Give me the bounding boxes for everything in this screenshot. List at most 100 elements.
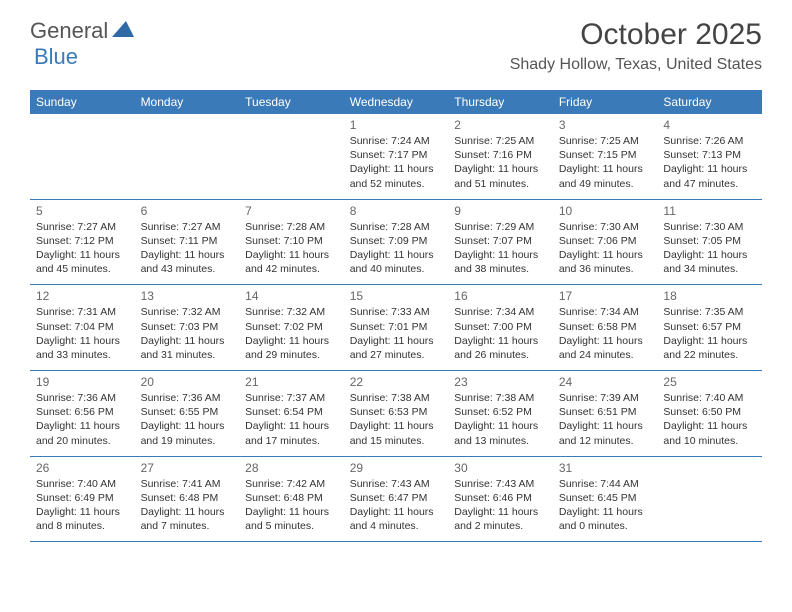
daylight-line: and 24 minutes.	[559, 348, 652, 362]
sunrise-line: Sunrise: 7:43 AM	[350, 477, 443, 491]
daylight-line: and 12 minutes.	[559, 434, 652, 448]
daylight-line: and 13 minutes.	[454, 434, 547, 448]
daylight-line: Daylight: 11 hours	[454, 334, 547, 348]
day-number: 18	[663, 289, 756, 303]
logo-text-general: General	[30, 18, 108, 44]
daylight-line: and 42 minutes.	[245, 262, 338, 276]
daylight-line: and 26 minutes.	[454, 348, 547, 362]
daylight-line: Daylight: 11 hours	[454, 162, 547, 176]
day-cell: 2Sunrise: 7:25 AMSunset: 7:16 PMDaylight…	[448, 114, 553, 199]
sunset-line: Sunset: 6:49 PM	[36, 491, 129, 505]
day-number: 17	[559, 289, 652, 303]
sunset-line: Sunset: 6:56 PM	[36, 405, 129, 419]
sunrise-line: Sunrise: 7:42 AM	[245, 477, 338, 491]
sunrise-line: Sunrise: 7:43 AM	[454, 477, 547, 491]
sunrise-line: Sunrise: 7:26 AM	[663, 134, 756, 148]
day-number: 7	[245, 204, 338, 218]
day-number: 30	[454, 461, 547, 475]
day-cell: 16Sunrise: 7:34 AMSunset: 7:00 PMDayligh…	[448, 285, 553, 370]
daylight-line: Daylight: 11 hours	[454, 248, 547, 262]
sunset-line: Sunset: 6:54 PM	[245, 405, 338, 419]
sunrise-line: Sunrise: 7:28 AM	[350, 220, 443, 234]
day-number: 16	[454, 289, 547, 303]
daylight-line: and 29 minutes.	[245, 348, 338, 362]
day-cell: 18Sunrise: 7:35 AMSunset: 6:57 PMDayligh…	[657, 285, 762, 370]
logo: General	[30, 18, 136, 44]
sunset-line: Sunset: 6:50 PM	[663, 405, 756, 419]
sunset-line: Sunset: 7:02 PM	[245, 320, 338, 334]
sunset-line: Sunset: 7:06 PM	[559, 234, 652, 248]
week-row: 5Sunrise: 7:27 AMSunset: 7:12 PMDaylight…	[30, 200, 762, 286]
daylight-line: Daylight: 11 hours	[36, 505, 129, 519]
title-block: October 2025 Shady Hollow, Texas, United…	[510, 18, 762, 74]
empty-cell	[239, 114, 344, 199]
sunset-line: Sunset: 6:55 PM	[141, 405, 234, 419]
daylight-line: and 52 minutes.	[350, 177, 443, 191]
daylight-line: and 10 minutes.	[663, 434, 756, 448]
week-row: 1Sunrise: 7:24 AMSunset: 7:17 PMDaylight…	[30, 114, 762, 200]
location-label: Shady Hollow, Texas, United States	[510, 56, 762, 74]
sunset-line: Sunset: 7:10 PM	[245, 234, 338, 248]
day-cell: 31Sunrise: 7:44 AMSunset: 6:45 PMDayligh…	[553, 457, 658, 542]
day-number: 5	[36, 204, 129, 218]
sunrise-line: Sunrise: 7:32 AM	[245, 305, 338, 319]
sunset-line: Sunset: 6:53 PM	[350, 405, 443, 419]
day-number: 23	[454, 375, 547, 389]
day-cell: 26Sunrise: 7:40 AMSunset: 6:49 PMDayligh…	[30, 457, 135, 542]
daylight-line: Daylight: 11 hours	[559, 248, 652, 262]
daylight-line: and 34 minutes.	[663, 262, 756, 276]
sunset-line: Sunset: 7:03 PM	[141, 320, 234, 334]
day-cell: 5Sunrise: 7:27 AMSunset: 7:12 PMDaylight…	[30, 200, 135, 285]
day-number: 15	[350, 289, 443, 303]
sunset-line: Sunset: 6:48 PM	[141, 491, 234, 505]
week-row: 26Sunrise: 7:40 AMSunset: 6:49 PMDayligh…	[30, 457, 762, 543]
day-number: 24	[559, 375, 652, 389]
sunrise-line: Sunrise: 7:30 AM	[663, 220, 756, 234]
daylight-line: Daylight: 11 hours	[663, 334, 756, 348]
day-cell: 19Sunrise: 7:36 AMSunset: 6:56 PMDayligh…	[30, 371, 135, 456]
day-number: 20	[141, 375, 234, 389]
daylight-line: Daylight: 11 hours	[663, 248, 756, 262]
sunrise-line: Sunrise: 7:38 AM	[454, 391, 547, 405]
day-number: 14	[245, 289, 338, 303]
daylight-line: Daylight: 11 hours	[245, 505, 338, 519]
daylight-line: Daylight: 11 hours	[559, 334, 652, 348]
day-cell: 21Sunrise: 7:37 AMSunset: 6:54 PMDayligh…	[239, 371, 344, 456]
sunset-line: Sunset: 7:09 PM	[350, 234, 443, 248]
daylight-line: and 36 minutes.	[559, 262, 652, 276]
daylight-line: Daylight: 11 hours	[245, 334, 338, 348]
day-cell: 10Sunrise: 7:30 AMSunset: 7:06 PMDayligh…	[553, 200, 658, 285]
daylight-line: and 5 minutes.	[245, 519, 338, 533]
sunset-line: Sunset: 7:16 PM	[454, 148, 547, 162]
day-cell: 1Sunrise: 7:24 AMSunset: 7:17 PMDaylight…	[344, 114, 449, 199]
sunset-line: Sunset: 7:07 PM	[454, 234, 547, 248]
logo-triangle-icon	[112, 21, 134, 42]
sunrise-line: Sunrise: 7:39 AM	[559, 391, 652, 405]
sunset-line: Sunset: 6:48 PM	[245, 491, 338, 505]
daylight-line: Daylight: 11 hours	[350, 419, 443, 433]
day-header-cell: Monday	[135, 90, 240, 114]
sunrise-line: Sunrise: 7:24 AM	[350, 134, 443, 148]
day-number: 27	[141, 461, 234, 475]
day-cell: 7Sunrise: 7:28 AMSunset: 7:10 PMDaylight…	[239, 200, 344, 285]
logo-blue-row: Blue	[34, 44, 78, 70]
sunset-line: Sunset: 6:57 PM	[663, 320, 756, 334]
daylight-line: Daylight: 11 hours	[559, 419, 652, 433]
sunset-line: Sunset: 7:12 PM	[36, 234, 129, 248]
daylight-line: and 51 minutes.	[454, 177, 547, 191]
day-cell: 23Sunrise: 7:38 AMSunset: 6:52 PMDayligh…	[448, 371, 553, 456]
sunrise-line: Sunrise: 7:25 AM	[559, 134, 652, 148]
sunset-line: Sunset: 7:01 PM	[350, 320, 443, 334]
daylight-line: and 31 minutes.	[141, 348, 234, 362]
day-number: 13	[141, 289, 234, 303]
daylight-line: Daylight: 11 hours	[36, 248, 129, 262]
day-cell: 27Sunrise: 7:41 AMSunset: 6:48 PMDayligh…	[135, 457, 240, 542]
daylight-line: and 4 minutes.	[350, 519, 443, 533]
daylight-line: Daylight: 11 hours	[36, 419, 129, 433]
daylight-line: Daylight: 11 hours	[559, 162, 652, 176]
sunrise-line: Sunrise: 7:44 AM	[559, 477, 652, 491]
sunset-line: Sunset: 6:45 PM	[559, 491, 652, 505]
day-cell: 15Sunrise: 7:33 AMSunset: 7:01 PMDayligh…	[344, 285, 449, 370]
daylight-line: Daylight: 11 hours	[245, 419, 338, 433]
sunset-line: Sunset: 7:17 PM	[350, 148, 443, 162]
